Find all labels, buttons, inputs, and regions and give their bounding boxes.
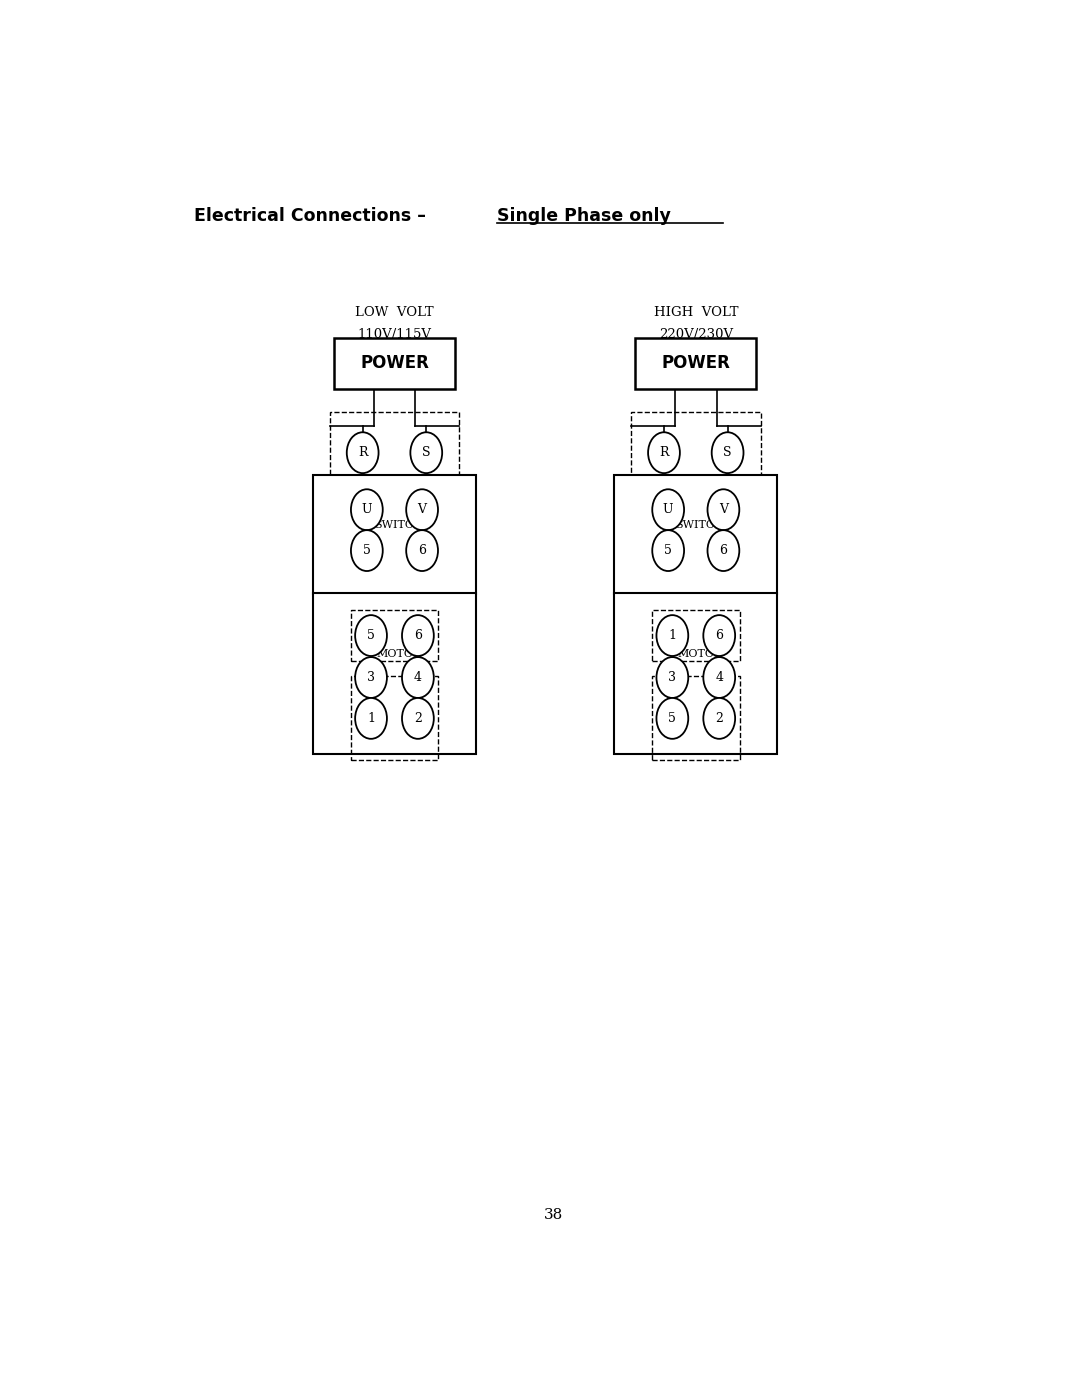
Text: HIGH  VOLT: HIGH VOLT	[653, 306, 738, 320]
Text: LOW  VOLT: LOW VOLT	[355, 306, 434, 320]
Text: 1: 1	[669, 629, 676, 643]
Bar	[615, 592, 778, 754]
Bar	[631, 412, 760, 509]
Text: V: V	[719, 503, 728, 517]
Bar	[351, 609, 438, 661]
Text: 220V/230V: 220V/230V	[659, 328, 733, 341]
Bar	[652, 609, 740, 661]
Circle shape	[406, 529, 438, 571]
Text: S: S	[422, 446, 431, 460]
Text: 3: 3	[669, 671, 676, 685]
Text: Electrical Connections –: Electrical Connections –	[193, 207, 432, 225]
Text: U: U	[362, 503, 373, 517]
Circle shape	[355, 698, 387, 739]
Circle shape	[652, 489, 684, 529]
Text: R: R	[659, 446, 669, 460]
Circle shape	[351, 529, 382, 571]
Text: 5: 5	[363, 543, 370, 557]
Bar	[351, 676, 438, 760]
Circle shape	[707, 489, 740, 529]
Bar	[334, 338, 455, 390]
Circle shape	[351, 489, 382, 529]
Bar	[329, 412, 459, 509]
Text: 6: 6	[715, 629, 724, 643]
Circle shape	[712, 432, 743, 474]
Text: U: U	[663, 503, 674, 517]
Text: MOTOR: MOTOR	[677, 648, 723, 659]
Circle shape	[347, 432, 379, 474]
Circle shape	[703, 657, 735, 698]
Circle shape	[410, 432, 442, 474]
Circle shape	[707, 529, 740, 571]
Bar	[615, 475, 778, 594]
Text: 3: 3	[367, 671, 375, 685]
Circle shape	[402, 615, 434, 657]
Text: 2: 2	[414, 712, 422, 725]
Text: 38: 38	[544, 1208, 563, 1222]
Circle shape	[355, 615, 387, 657]
Text: 110V/115V: 110V/115V	[357, 328, 432, 341]
Circle shape	[402, 698, 434, 739]
Bar	[313, 475, 476, 594]
Text: V: V	[418, 503, 427, 517]
Text: 5: 5	[367, 629, 375, 643]
Circle shape	[657, 657, 688, 698]
Circle shape	[657, 698, 688, 739]
Text: R: R	[357, 446, 367, 460]
Circle shape	[648, 432, 680, 474]
Circle shape	[406, 489, 438, 529]
Text: 6: 6	[418, 543, 427, 557]
Bar	[635, 338, 756, 390]
Bar	[652, 676, 740, 760]
Text: 4: 4	[715, 671, 724, 685]
Circle shape	[657, 615, 688, 657]
Text: 5: 5	[664, 543, 672, 557]
Circle shape	[703, 698, 735, 739]
Text: 6: 6	[414, 629, 422, 643]
Text: 4: 4	[414, 671, 422, 685]
Circle shape	[355, 657, 387, 698]
Text: SWITCH: SWITCH	[374, 520, 423, 529]
Text: POWER: POWER	[360, 355, 429, 373]
Circle shape	[703, 615, 735, 657]
Text: Single Phase only: Single Phase only	[497, 207, 671, 225]
Text: POWER: POWER	[661, 355, 730, 373]
Circle shape	[402, 657, 434, 698]
Circle shape	[652, 529, 684, 571]
Text: 6: 6	[719, 543, 728, 557]
Text: 1: 1	[367, 712, 375, 725]
Text: SWITCH: SWITCH	[675, 520, 725, 529]
Bar	[313, 592, 476, 754]
Text: 2: 2	[715, 712, 724, 725]
Text: S: S	[724, 446, 732, 460]
Text: MOTOR: MOTOR	[376, 648, 421, 659]
Text: 5: 5	[669, 712, 676, 725]
